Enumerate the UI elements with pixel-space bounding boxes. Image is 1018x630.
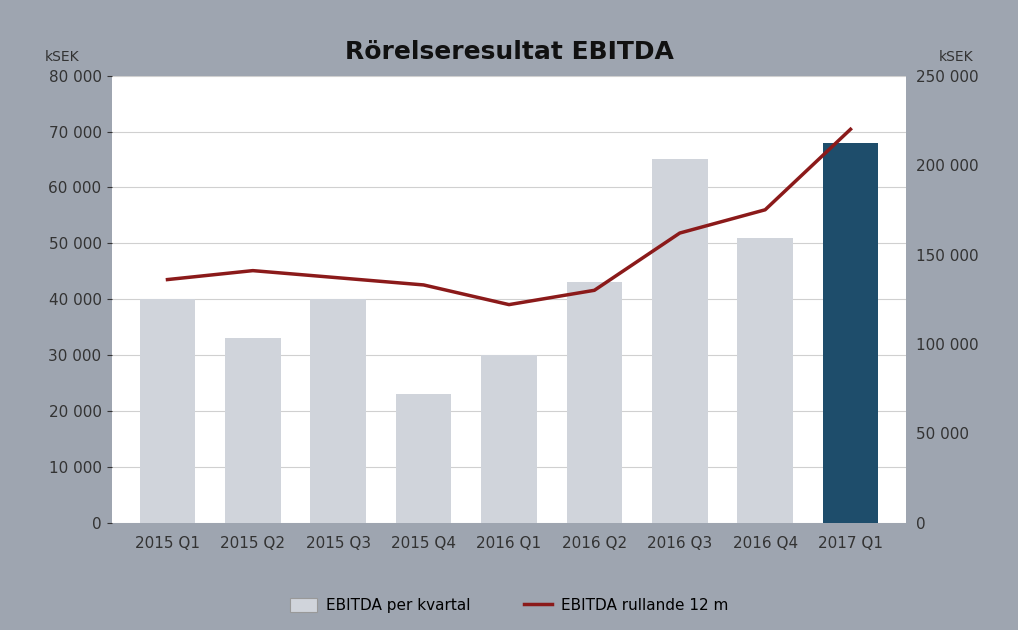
Title: Rörelseresultat EBITDA: Rörelseresultat EBITDA (344, 40, 674, 64)
Bar (482, 355, 536, 523)
Text: kSEK: kSEK (939, 50, 973, 64)
Legend: EBITDA per kvartal, EBITDA rullande 12 m: EBITDA per kvartal, EBITDA rullande 12 m (284, 592, 734, 619)
Bar (310, 299, 366, 523)
Text: kSEK: kSEK (45, 50, 79, 64)
Bar (737, 238, 793, 523)
Bar (567, 282, 622, 523)
Bar (139, 299, 195, 523)
Bar (652, 159, 708, 523)
Bar (823, 143, 879, 523)
Bar (225, 338, 281, 523)
Bar (396, 394, 451, 523)
